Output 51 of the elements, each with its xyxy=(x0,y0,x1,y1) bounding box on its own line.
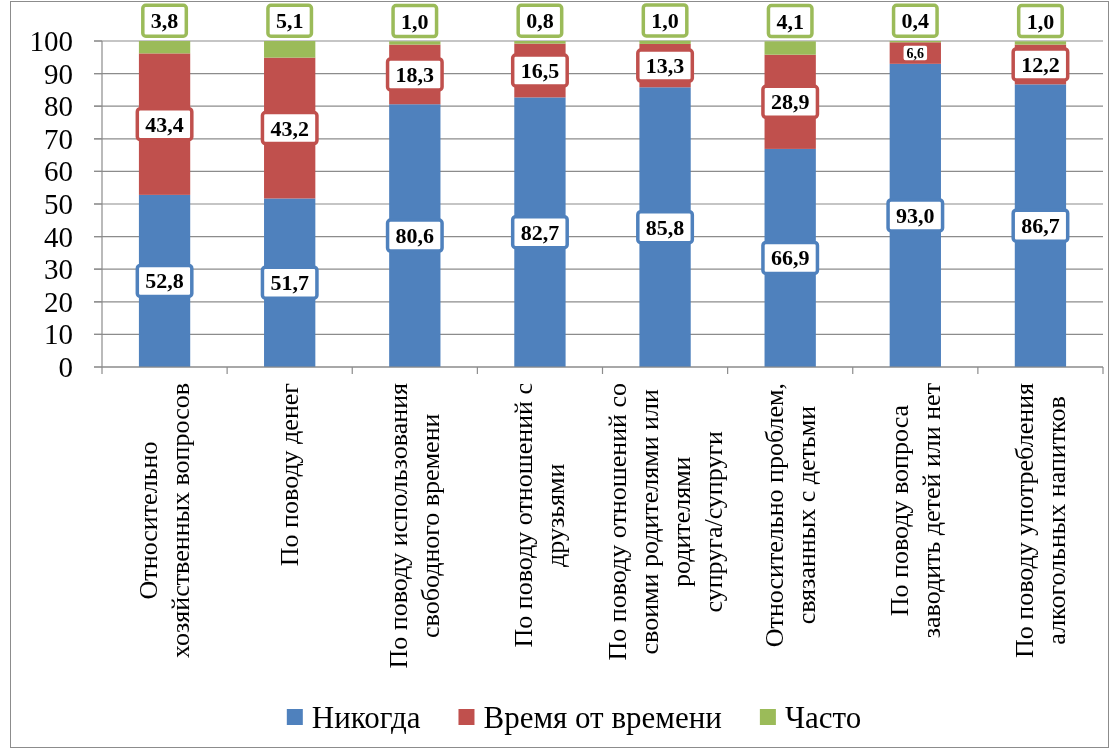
data-label: 1,0 xyxy=(651,7,679,33)
y-tick-label: 0 xyxy=(58,351,73,383)
data-label: 16,5 xyxy=(520,58,560,83)
legend-label: Время от времени xyxy=(483,699,722,735)
data-label: 12,2 xyxy=(1021,51,1060,77)
y-tick-label: 20 xyxy=(44,285,73,318)
bar xyxy=(138,41,191,54)
legend-label: Часто xyxy=(784,699,862,735)
data-label: 85,8 xyxy=(645,214,685,240)
data-label: 51,7 xyxy=(270,270,309,296)
data-label: 5,1 xyxy=(275,8,304,34)
y-tick-label: 60 xyxy=(44,155,73,188)
bar xyxy=(1014,41,1067,45)
x-tick-label: По поводу вопроса заводить детей или нет xyxy=(884,383,946,639)
data-label: 0,8 xyxy=(526,8,554,34)
data-label: 93,0 xyxy=(896,202,935,228)
y-tick-label: 100 xyxy=(29,25,73,57)
bar xyxy=(639,40,691,44)
data-label: 43,2 xyxy=(270,115,309,141)
data-label: 28,9 xyxy=(770,89,810,115)
x-tick-label: По поводу употребления алкогольных напитков xyxy=(1009,382,1071,658)
y-tick-label: 70 xyxy=(44,122,73,155)
x-tick-label: Относительно хозяйственных вопросов xyxy=(134,383,196,658)
x-tick-label: По поводу использования свободного времени xyxy=(384,382,446,669)
data-label: 6,6 xyxy=(906,45,925,62)
bar xyxy=(514,41,566,44)
x-tick-label: По поводу денег xyxy=(275,383,305,567)
legend-label: Никогда xyxy=(311,699,421,735)
bar xyxy=(389,41,441,45)
data-label: 13,3 xyxy=(645,53,685,79)
bar xyxy=(264,41,316,58)
data-label: 43,4 xyxy=(145,111,184,137)
data-label: 0,4 xyxy=(901,8,930,34)
y-tick-label: 10 xyxy=(44,318,73,351)
y-tick-label: 50 xyxy=(44,188,73,220)
y-tick-label: 90 xyxy=(44,57,73,90)
y-tick-label: 30 xyxy=(44,253,73,286)
data-label: 80,6 xyxy=(395,223,435,249)
data-label: 86,7 xyxy=(1021,213,1060,239)
data-label: 1,0 xyxy=(1026,8,1055,34)
y-tick-label: 80 xyxy=(44,90,73,123)
data-label: 18,3 xyxy=(395,61,435,87)
x-tick-label: По поводу отношений с друзьями xyxy=(509,383,571,648)
data-label: 82,7 xyxy=(520,219,560,245)
data-label: 4,1 xyxy=(776,8,804,34)
data-label: 1,0 xyxy=(401,8,429,34)
data-label: 66,9 xyxy=(770,245,810,271)
y-tick-label: 40 xyxy=(44,220,73,253)
x-tick-label: По поводу отношений со своими родителями или родителями супруга/супруги xyxy=(602,383,728,661)
data-label: 52,8 xyxy=(145,268,184,294)
data-label: 3,8 xyxy=(150,8,179,34)
